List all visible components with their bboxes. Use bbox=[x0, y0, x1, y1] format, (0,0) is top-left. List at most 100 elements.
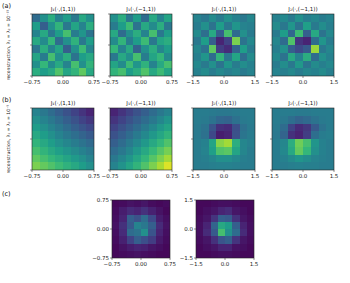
cell bbox=[211, 229, 219, 237]
cell bbox=[110, 45, 118, 53]
cell bbox=[86, 53, 94, 61]
cell bbox=[71, 131, 79, 139]
panel-title: J₂(·,(1,1)) bbox=[211, 6, 237, 13]
cell bbox=[201, 139, 209, 147]
cell bbox=[164, 68, 172, 76]
cell bbox=[119, 200, 127, 208]
cell bbox=[48, 131, 56, 139]
cell bbox=[71, 30, 79, 38]
cell bbox=[272, 61, 280, 69]
cell bbox=[224, 147, 232, 155]
panel: −0.750.000.75−0.750.000.75(c) bbox=[2, 190, 177, 267]
cell bbox=[216, 22, 224, 30]
cell bbox=[232, 236, 240, 244]
cell bbox=[110, 155, 118, 163]
cell bbox=[247, 244, 254, 252]
y-tick bbox=[30, 170, 32, 171]
cell bbox=[247, 53, 255, 61]
y-tick bbox=[270, 76, 272, 77]
cell bbox=[311, 45, 319, 53]
cell bbox=[303, 68, 311, 76]
cell bbox=[201, 14, 209, 22]
cell bbox=[193, 155, 201, 163]
cell bbox=[319, 131, 327, 139]
cell bbox=[303, 124, 311, 132]
cell bbox=[303, 37, 311, 45]
cell bbox=[55, 108, 63, 116]
cell bbox=[232, 200, 240, 208]
cell bbox=[71, 22, 79, 30]
cell bbox=[118, 14, 126, 22]
cell bbox=[86, 162, 94, 170]
cell bbox=[209, 37, 217, 45]
cell bbox=[193, 131, 201, 139]
cell bbox=[272, 45, 280, 53]
cell bbox=[225, 229, 233, 237]
cell bbox=[126, 22, 134, 30]
cell bbox=[240, 108, 248, 116]
cell bbox=[110, 108, 118, 116]
cell bbox=[240, 200, 248, 208]
cell bbox=[79, 131, 87, 139]
cell bbox=[40, 108, 48, 116]
cell bbox=[149, 68, 157, 76]
cell bbox=[55, 162, 63, 170]
panel: −0.750.000.75J₁(·,(1,1))(a)reconstructio… bbox=[2, 2, 101, 85]
cell bbox=[224, 124, 232, 132]
cell bbox=[163, 236, 170, 244]
cell bbox=[79, 22, 87, 30]
cell bbox=[148, 244, 156, 252]
cell bbox=[209, 108, 217, 116]
x-tick-label: 0.00 bbox=[57, 173, 70, 179]
cell bbox=[272, 108, 280, 116]
cell bbox=[118, 37, 126, 45]
cell bbox=[272, 131, 280, 139]
cell bbox=[32, 162, 40, 170]
panel-label: (b) bbox=[2, 96, 11, 104]
cell bbox=[201, 53, 209, 61]
cell bbox=[209, 139, 217, 147]
cell bbox=[272, 53, 280, 61]
cell bbox=[157, 68, 165, 76]
cell bbox=[232, 207, 240, 215]
cell bbox=[232, 116, 240, 124]
frame bbox=[193, 14, 255, 76]
cell bbox=[79, 139, 87, 147]
cell bbox=[319, 155, 327, 163]
cell bbox=[71, 116, 79, 124]
cell bbox=[118, 45, 126, 53]
cell bbox=[224, 108, 232, 116]
cell bbox=[48, 108, 56, 116]
x-tick bbox=[254, 258, 255, 260]
y-tick-label: −1.5 bbox=[180, 255, 194, 261]
cell bbox=[71, 124, 79, 132]
cell bbox=[288, 22, 296, 30]
cell bbox=[157, 45, 165, 53]
cell bbox=[280, 139, 288, 147]
cell bbox=[141, 139, 149, 147]
cell bbox=[157, 30, 165, 38]
cell bbox=[303, 162, 311, 170]
cell bbox=[240, 30, 248, 38]
cell bbox=[71, 139, 79, 147]
cell bbox=[126, 61, 134, 69]
cell bbox=[201, 37, 209, 45]
x-tick bbox=[110, 170, 111, 172]
cell bbox=[71, 45, 79, 53]
cell bbox=[133, 147, 141, 155]
cell bbox=[86, 116, 94, 124]
cell bbox=[216, 139, 224, 147]
cell bbox=[79, 147, 87, 155]
cell bbox=[110, 68, 118, 76]
cell bbox=[280, 131, 288, 139]
cell bbox=[193, 45, 201, 53]
cell bbox=[156, 229, 164, 237]
cell bbox=[311, 53, 319, 61]
cell bbox=[119, 222, 127, 230]
cell bbox=[133, 108, 141, 116]
cell bbox=[86, 30, 94, 38]
cell bbox=[319, 147, 327, 155]
cell bbox=[303, 139, 311, 147]
cell bbox=[86, 61, 94, 69]
cell bbox=[193, 68, 201, 76]
